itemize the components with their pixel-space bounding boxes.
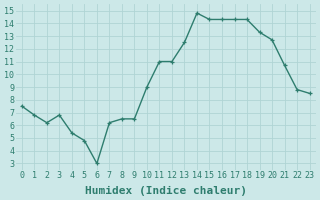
X-axis label: Humidex (Indice chaleur): Humidex (Indice chaleur) — [85, 186, 247, 196]
